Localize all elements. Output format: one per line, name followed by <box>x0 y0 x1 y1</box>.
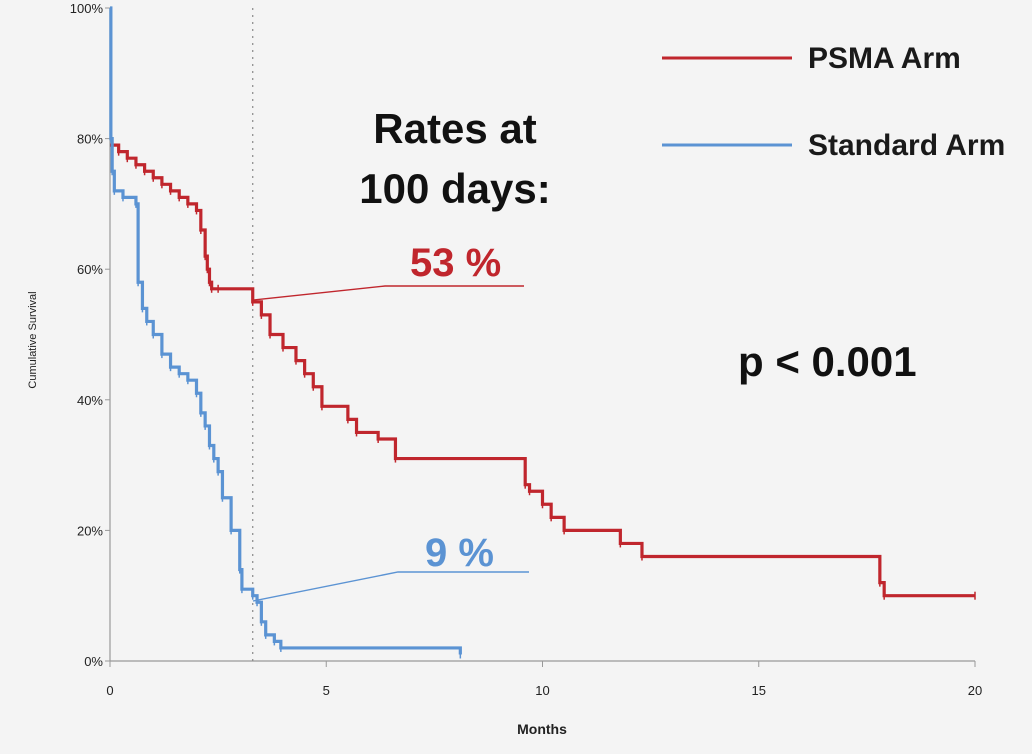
x-tick-label: 0 <box>106 683 113 698</box>
legend: PSMA Arm Standard Arm <box>662 42 1005 162</box>
y-tick-label: 100% <box>70 1 104 16</box>
tick-labels: 0 5 10 15 20 0% 20% 40% 60% 80% 100% <box>70 1 982 698</box>
annotations: Rates at 100 days: 53 % 9 % p < 0.001 <box>252 105 917 602</box>
psma-rate-leader <box>252 285 524 301</box>
legend-label-standard: Standard Arm <box>808 129 1005 162</box>
x-tick-label: 20 <box>968 683 982 698</box>
y-tick-label: 80% <box>77 132 103 147</box>
rates-title-line1: Rates at <box>373 105 536 152</box>
standard-rate-label: 9 % <box>425 531 494 575</box>
standard-rate-leader <box>252 571 529 602</box>
legend-label-psma: PSMA Arm <box>808 42 961 75</box>
y-tick-label: 60% <box>77 262 103 277</box>
x-axis-title: Months <box>517 721 567 737</box>
x-tick-label: 5 <box>323 683 330 698</box>
x-tick-label: 15 <box>752 683 766 698</box>
y-tick-label: 0% <box>84 654 103 669</box>
y-tick-label: 40% <box>77 393 103 408</box>
psma-rate-label: 53 % <box>410 241 501 285</box>
rates-title-line2: 100 days: <box>359 165 550 212</box>
p-value-label: p < 0.001 <box>738 338 917 385</box>
y-tick-label: 20% <box>77 523 103 538</box>
series-lines <box>109 6 976 659</box>
x-tick-label: 10 <box>535 683 549 698</box>
y-axis-title: Cumulative Survival <box>27 291 39 388</box>
